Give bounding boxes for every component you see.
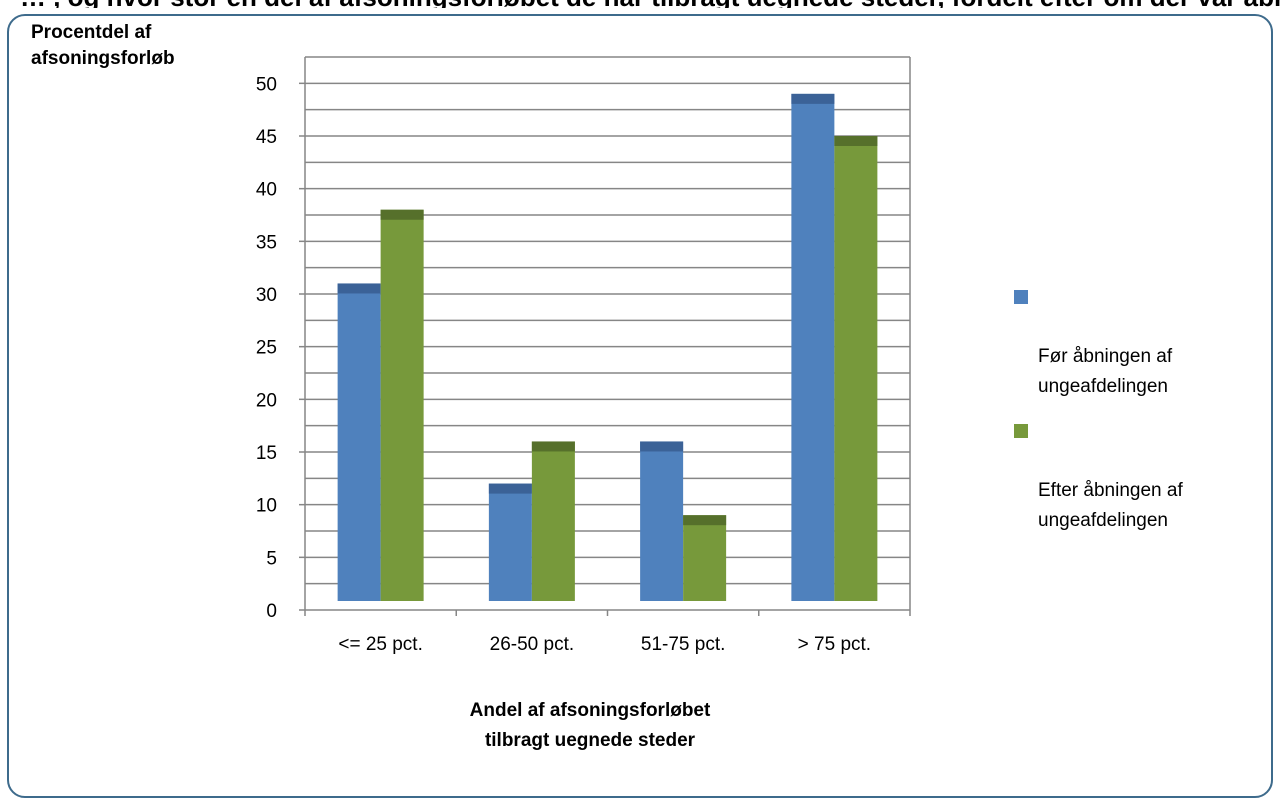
y-tick-label: 45	[256, 127, 277, 148]
x-tick-label: > 75 pct.	[798, 634, 871, 655]
bar	[791, 93, 835, 601]
bar	[834, 136, 878, 601]
chart-frame	[7, 14, 1273, 798]
top-caption: … , og hvor stor en del af afsoningsforl…	[20, 0, 1280, 8]
bar-cap	[683, 515, 727, 526]
bar-cap	[791, 93, 835, 104]
bar	[683, 515, 727, 601]
x-tick-label: <= 25 pct.	[338, 634, 423, 655]
x-tick-label: 26-50 pct.	[490, 634, 575, 655]
axis-layer: 0 5 10 15 20 25 30 35 40 45 50 <= 25 pct. 26-50 pct.…	[256, 57, 911, 655]
legend-label-before: Før åbningen af ungeafdelingen	[1038, 346, 1173, 397]
x-tick-label: 51-75 pct.	[641, 634, 726, 655]
y-tick-label: 50	[256, 74, 277, 95]
y-tick-label: 35	[256, 232, 277, 253]
bars-layer	[337, 93, 878, 601]
legend-item-before: Før åbningen af ungeafdelingen	[1014, 282, 1264, 402]
bar-cap	[531, 441, 575, 452]
y-tick-label: 30	[256, 285, 277, 306]
legend-swatch-after	[1014, 424, 1028, 438]
bar	[640, 441, 684, 601]
bar	[488, 483, 532, 601]
bar-cap	[380, 209, 424, 220]
bar	[531, 441, 575, 601]
y-tick-label: 20	[256, 390, 277, 411]
bar-cap	[488, 483, 532, 494]
y-tick-label: 40	[256, 180, 277, 201]
y-tick-label: 5	[266, 548, 277, 569]
bar	[337, 283, 381, 601]
legend-swatch-before	[1014, 290, 1028, 304]
y-axis-title: Procentdel af afsoningsforløb	[31, 22, 175, 69]
legend-label-after: Efter åbningen af ungeafdelingen	[1038, 480, 1183, 531]
bar-cap	[834, 136, 878, 146]
y-tick-label: 25	[256, 338, 277, 359]
legend: Før åbningen af ungeafdelingen Efter åbn…	[1014, 282, 1264, 550]
y-tick-label: 15	[256, 443, 277, 464]
y-tick-label: 10	[256, 496, 277, 517]
y-tick-label: 0	[266, 601, 277, 622]
legend-item-after: Efter åbningen af ungeafdelingen	[1014, 416, 1264, 536]
bar-cap	[640, 441, 684, 452]
x-axis-title: Andel af afsoningsforløbet tilbragt uegn…	[469, 700, 711, 751]
bar	[380, 209, 424, 601]
bar-cap	[337, 283, 381, 294]
